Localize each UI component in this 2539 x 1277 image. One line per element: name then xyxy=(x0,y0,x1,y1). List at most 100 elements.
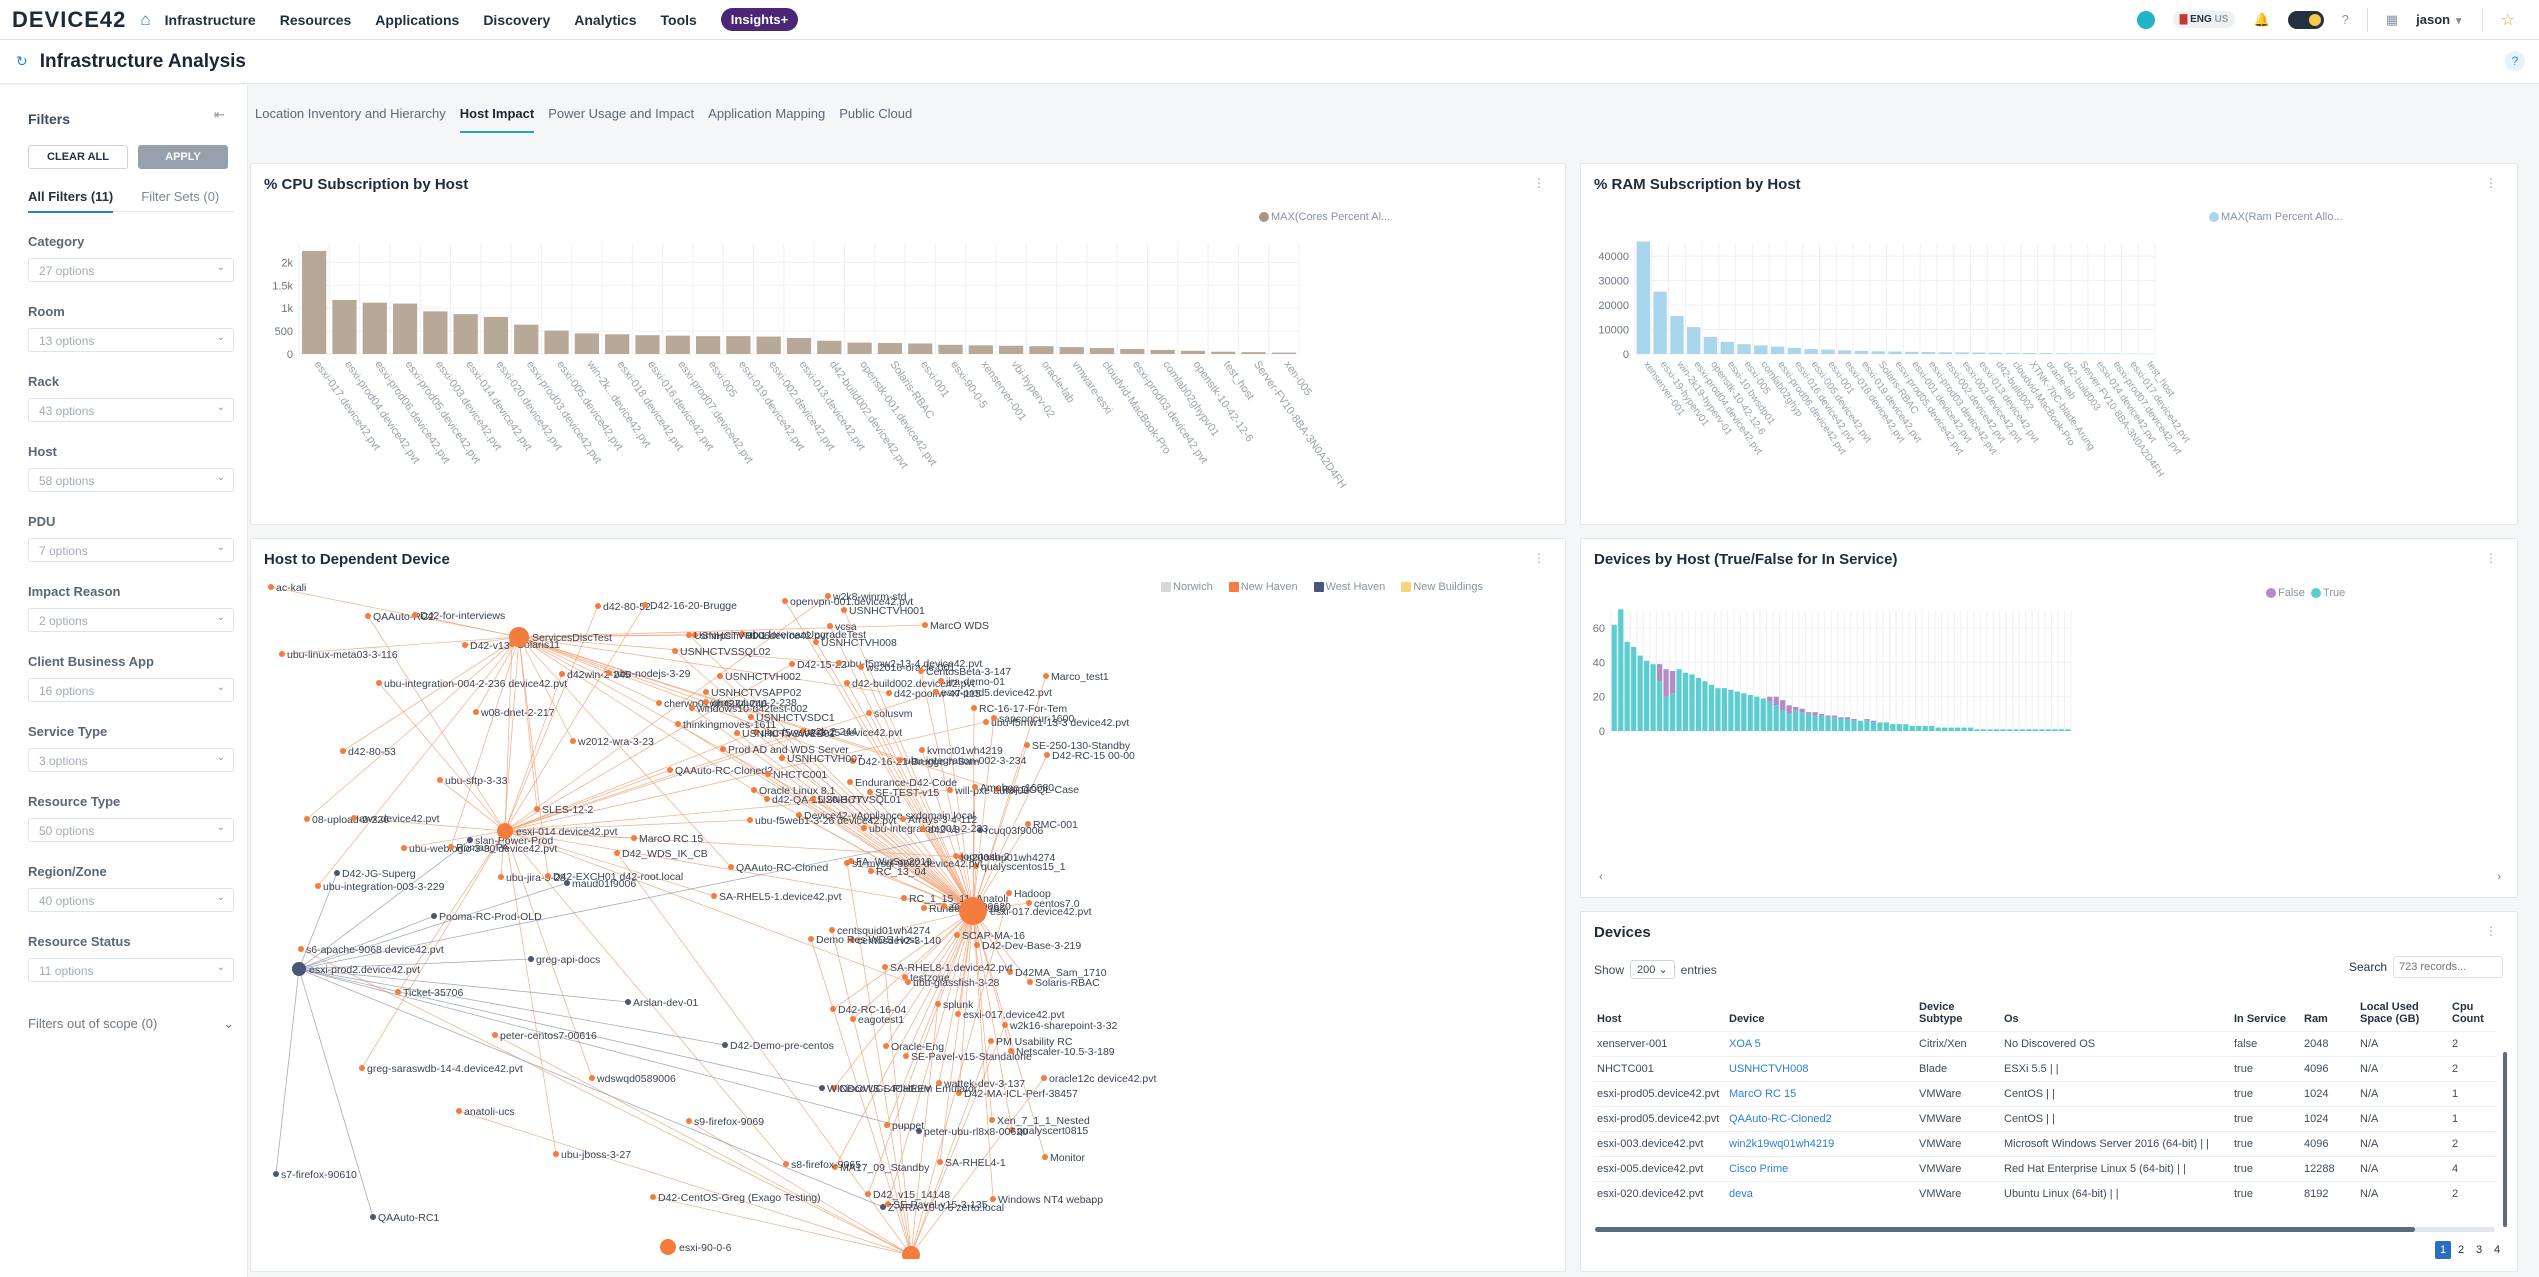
graph-node[interactable] xyxy=(936,1080,942,1086)
graph-node[interactable] xyxy=(938,678,944,684)
graph-node[interactable] xyxy=(728,864,734,870)
graph-node[interactable] xyxy=(545,873,551,879)
device-link[interactable]: deva xyxy=(1725,1181,1915,1207)
table-row[interactable]: esxi-prod05.device42.pvt QAAuto-RC-Cloned… xyxy=(1593,1106,2497,1132)
tab-all-filters[interactable]: All Filters (11) xyxy=(28,189,114,213)
graph-node[interactable] xyxy=(829,927,835,933)
graph-node[interactable] xyxy=(642,602,648,608)
nav-resources[interactable]: Resources xyxy=(279,11,352,28)
graph-node[interactable] xyxy=(703,699,709,705)
insights-button[interactable]: Insights+ xyxy=(720,8,799,31)
graph-node[interactable] xyxy=(920,826,926,832)
filter-select[interactable]: 7 options ⌄ xyxy=(28,538,234,562)
filter-select[interactable]: 27 options ⌄ xyxy=(28,258,234,282)
graph-node[interactable] xyxy=(692,632,698,638)
graph-node[interactable] xyxy=(340,748,346,754)
tab-power-usage[interactable]: Power Usage and Impact xyxy=(548,106,695,121)
help-icon[interactable]: ? xyxy=(2341,12,2349,27)
graph-node[interactable] xyxy=(841,607,847,613)
legend-norwich[interactable]: Norwich xyxy=(1161,581,1213,593)
graph-hub-node[interactable] xyxy=(292,962,306,976)
page-button[interactable]: 1 xyxy=(2435,1241,2451,1259)
graph-node[interactable] xyxy=(298,946,304,952)
table-row[interactable]: esxi-prod05.device42.pvt MarcO RC 15 VMWar… xyxy=(1593,1081,2497,1107)
graph-node[interactable] xyxy=(880,1204,886,1210)
graph-node[interactable] xyxy=(832,1164,838,1170)
graph-node[interactable] xyxy=(850,1016,856,1022)
entries-select[interactable]: 200 ⌄ xyxy=(1630,960,1675,979)
graph-node[interactable] xyxy=(868,868,874,874)
graph-node[interactable] xyxy=(1041,1075,1047,1081)
horizontal-scrollbar[interactable] xyxy=(1595,1227,2495,1232)
device-link[interactable]: QAAuto-RC-Cloned2 xyxy=(1725,1106,1915,1132)
graph-hub-node[interactable] xyxy=(959,897,987,925)
graph-node[interactable] xyxy=(675,721,681,727)
column-header[interactable]: Host xyxy=(1597,1013,1622,1025)
nav-tools[interactable]: Tools xyxy=(660,11,697,28)
nav-discovery[interactable]: Discovery xyxy=(483,11,551,28)
graph-node[interactable] xyxy=(1024,742,1030,748)
graph-node[interactable] xyxy=(1007,969,1013,975)
graph-node[interactable] xyxy=(722,1042,728,1048)
graph-node[interactable] xyxy=(900,816,906,822)
graph-node[interactable] xyxy=(954,932,960,938)
graph-node[interactable] xyxy=(686,1118,692,1124)
filter-select[interactable]: 2 options ⌄ xyxy=(28,608,234,632)
panel-menu-icon[interactable]: ⋮ xyxy=(1533,176,1553,190)
column-header[interactable]: Device xyxy=(1729,1013,1765,1025)
legend-new-haven[interactable]: New Haven xyxy=(1228,581,1298,593)
graph-node[interactable] xyxy=(279,651,285,657)
graph-node[interactable] xyxy=(827,623,833,629)
graph-node[interactable] xyxy=(861,825,867,831)
graph-node[interactable] xyxy=(689,705,695,711)
graph-node[interactable] xyxy=(717,673,723,679)
graph-node[interactable] xyxy=(983,719,989,725)
graph-node[interactable] xyxy=(1042,1154,1048,1160)
theme-toggle[interactable] xyxy=(2287,10,2324,29)
graph-node[interactable] xyxy=(462,642,468,648)
graph-node[interactable] xyxy=(919,747,925,753)
graph-node[interactable] xyxy=(800,728,806,734)
graph-node[interactable] xyxy=(782,598,788,604)
graph-node[interactable] xyxy=(956,1090,962,1096)
graph-node[interactable] xyxy=(866,710,872,716)
graph-node[interactable] xyxy=(779,755,785,761)
graph-node[interactable] xyxy=(825,593,831,599)
collapse-icon[interactable]: ⇤ xyxy=(214,107,225,122)
graph-node[interactable] xyxy=(1025,821,1031,827)
graph-node[interactable] xyxy=(739,631,745,637)
graph-node[interactable] xyxy=(1002,1022,1008,1028)
filter-select[interactable]: 16 options ⌄ xyxy=(28,678,234,702)
graph-node[interactable] xyxy=(844,680,850,686)
graph-node[interactable] xyxy=(796,812,802,818)
refresh-icon[interactable]: ↻ xyxy=(16,53,28,69)
filter-select[interactable]: 11 options ⌄ xyxy=(28,958,234,982)
tab-filter-sets[interactable]: Filter Sets (0) xyxy=(141,189,220,204)
graph-node[interactable] xyxy=(937,1159,943,1165)
graph-node[interactable] xyxy=(351,815,357,821)
graph-node[interactable] xyxy=(1026,900,1032,906)
graph-node[interactable] xyxy=(886,690,892,696)
help-icon[interactable]: ? xyxy=(2505,51,2525,71)
graph-node[interactable] xyxy=(810,796,816,802)
graph-node[interactable] xyxy=(625,999,631,1005)
graph-node[interactable] xyxy=(847,779,853,785)
filter-select[interactable]: 3 options ⌄ xyxy=(28,748,234,772)
panel-menu-icon[interactable]: ⋮ xyxy=(2485,924,2505,938)
graph-node[interactable] xyxy=(559,671,565,677)
graph-node[interactable] xyxy=(431,913,437,919)
device-link[interactable]: XOA 5 xyxy=(1725,1031,1915,1057)
graph-node[interactable] xyxy=(656,700,662,706)
page-button[interactable]: 3 xyxy=(2475,1244,2483,1256)
graph-node[interactable] xyxy=(882,964,888,970)
home-icon[interactable]: ⌂ xyxy=(140,9,151,29)
table-row[interactable]: xenserver-001 XOA 5 Citrix/Xen No Discovere… xyxy=(1593,1031,2497,1057)
graph-node[interactable] xyxy=(819,1085,825,1091)
graph-node[interactable] xyxy=(570,738,576,744)
graph-node[interactable] xyxy=(955,1011,961,1017)
graph-hub-node[interactable] xyxy=(660,1239,676,1255)
tab-location-inventory[interactable]: Location Inventory and Hierarchy xyxy=(255,106,446,121)
graph-node[interactable] xyxy=(916,1128,922,1134)
graph-node[interactable] xyxy=(994,786,1000,792)
table-row[interactable]: esxi-020.device42.pvt deva VMWare Ubuntu Li… xyxy=(1593,1181,2497,1207)
